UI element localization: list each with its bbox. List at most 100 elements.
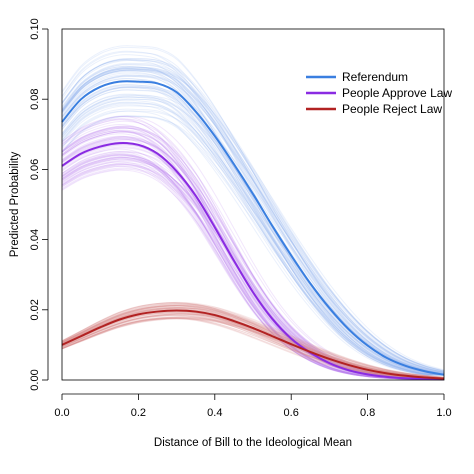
x-axis: 0.0 0.2 0.4 0.6 0.8 1.0 xyxy=(54,393,452,419)
simulation-draw xyxy=(61,160,445,380)
simulation-draw xyxy=(61,307,445,379)
simulation-draw xyxy=(61,318,445,379)
simulation-draw xyxy=(61,99,445,376)
simulation-draw xyxy=(61,46,445,375)
simulation-draw xyxy=(61,307,445,379)
simulation-draw xyxy=(61,316,445,379)
legend-label: People Approve Law xyxy=(342,86,452,100)
legend-label: Referendum xyxy=(342,70,408,84)
simulation-draw xyxy=(61,307,445,380)
simulation-draw xyxy=(61,153,445,380)
simulation-draw xyxy=(61,129,445,380)
legend-item: People Approve Law xyxy=(306,86,452,100)
simulation-draw xyxy=(61,131,445,380)
simulation-draw xyxy=(61,68,445,376)
simulation-draw xyxy=(61,75,445,373)
simulation-draw xyxy=(61,316,445,379)
simulation-draw xyxy=(61,139,445,380)
series-line-people-reject-law xyxy=(61,309,445,380)
simulation-draw xyxy=(61,59,445,376)
simulation-draw xyxy=(61,307,445,378)
simulation-draw xyxy=(61,305,445,379)
simulation-draw xyxy=(61,302,445,379)
simulation-draw xyxy=(61,130,445,380)
simulation-draw xyxy=(61,158,445,380)
simulation-draw xyxy=(61,68,445,375)
simulation-draw xyxy=(61,317,445,379)
x-tick-label: 1.0 xyxy=(436,407,451,419)
simulation-draw xyxy=(61,316,445,379)
y-axis: 0.00 0.02 0.04 0.06 0.08 0.10 xyxy=(29,18,49,391)
simulation-draw xyxy=(61,312,445,380)
simulation-draw xyxy=(61,152,445,380)
simulation-draw xyxy=(61,151,445,380)
simulation-draw xyxy=(61,78,445,376)
simulation-draw xyxy=(61,133,445,380)
simulation-draw xyxy=(61,304,445,379)
simulation-draw xyxy=(61,84,445,376)
simulation-draw xyxy=(61,68,445,375)
simulation-draw xyxy=(61,104,445,376)
simulation-draw xyxy=(61,66,445,372)
simulation-draw xyxy=(61,137,445,380)
simulation-draw xyxy=(61,115,445,376)
simulation-draw xyxy=(61,115,445,376)
simulation-draw xyxy=(61,116,445,380)
simulation-draw xyxy=(61,75,445,373)
simulation-draw xyxy=(61,58,445,372)
legend: Referendum People Approve Law People Rejec… xyxy=(306,70,452,116)
simulation-draw xyxy=(61,127,445,380)
simulation-draw xyxy=(61,318,445,380)
simulation-draw xyxy=(61,116,445,375)
simulation-draw xyxy=(61,159,445,380)
simulation-draw xyxy=(61,317,445,380)
simulation-draw xyxy=(61,86,445,373)
simulation-draw xyxy=(61,138,445,380)
simulation-draw xyxy=(61,120,445,380)
simulation-draw xyxy=(61,305,445,379)
simulation-draw xyxy=(61,137,445,380)
simulation-draw xyxy=(61,131,445,380)
simulation-draw xyxy=(61,69,445,376)
simulation-draw xyxy=(61,54,445,375)
simulation-draw xyxy=(61,127,445,380)
y-axis-label: Predicted Probability xyxy=(9,152,21,258)
simulation-draw xyxy=(61,66,445,373)
legend-item: Referendum xyxy=(306,70,408,84)
simulation-draw xyxy=(61,138,445,380)
simulation-draw xyxy=(61,64,445,374)
simulation-draw xyxy=(61,313,445,378)
simulation-draw xyxy=(61,312,445,380)
simulation-draw xyxy=(61,101,445,376)
simulation-draw xyxy=(61,317,445,380)
simulation-draw xyxy=(61,96,445,375)
simulation-draw xyxy=(61,125,445,380)
simulation-draw xyxy=(61,301,445,379)
series-line-people-approve-law xyxy=(61,141,445,381)
simulation-draw xyxy=(61,118,445,380)
simulation-draw xyxy=(61,164,445,380)
simulation-draw xyxy=(61,72,445,376)
y-tick-label: 0.10 xyxy=(29,18,41,39)
legend-item: People Reject Law xyxy=(306,102,442,116)
simulation-draw xyxy=(61,305,445,379)
simulation-draw xyxy=(61,165,445,380)
y-tick-label: 0.04 xyxy=(29,229,41,250)
simulation-draw xyxy=(61,102,445,376)
legend-label: People Reject Law xyxy=(342,102,442,116)
simulation-draw xyxy=(61,154,445,380)
simulation-draw xyxy=(61,96,445,374)
simulation-draw xyxy=(61,94,445,376)
simulation-draw xyxy=(61,50,445,375)
simulation-draw xyxy=(61,148,445,380)
y-tick-label: 0.00 xyxy=(29,369,41,390)
simulation-draw xyxy=(61,158,445,380)
band-people-approve-law xyxy=(61,115,445,380)
x-tick-label: 0.6 xyxy=(284,407,299,419)
simulation-draw xyxy=(61,105,445,375)
uncertainty-bands xyxy=(61,45,445,380)
x-axis-label: Distance of Bill to the Ideological Mean xyxy=(154,437,352,449)
y-tick-label: 0.08 xyxy=(29,88,41,109)
simulation-draw xyxy=(61,86,445,372)
